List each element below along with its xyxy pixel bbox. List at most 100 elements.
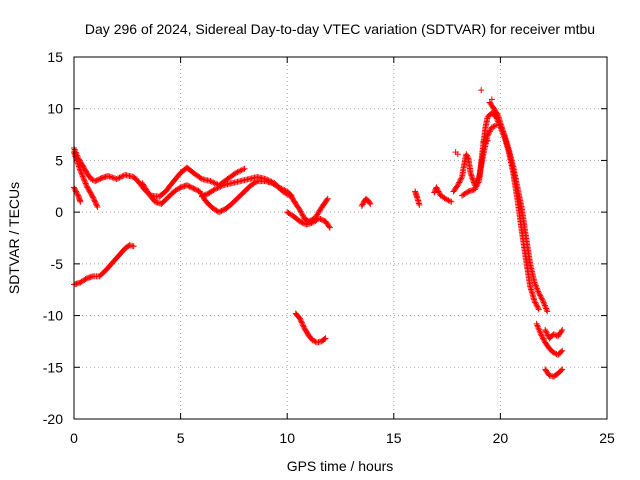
data-point: [189, 184, 196, 191]
data-point: [540, 336, 547, 343]
data-point: [200, 193, 207, 200]
data-point: [187, 184, 194, 191]
x-tick-label: 25: [599, 430, 615, 446]
data-point: [485, 131, 492, 138]
data-point: [541, 301, 548, 308]
data-point: [311, 338, 318, 345]
data-point: [82, 179, 89, 186]
data-point: [80, 174, 87, 181]
data-point: [490, 123, 497, 130]
data-point: [535, 306, 542, 313]
data-point: [366, 199, 373, 206]
data-point: [474, 180, 481, 187]
data-point: [89, 176, 96, 183]
data-point: [267, 178, 274, 185]
data-point: [240, 166, 247, 173]
chart-title: Day 296 of 2024, Sidereal Day-to-day VTE…: [85, 21, 595, 37]
data-point: [241, 165, 248, 172]
data-point: [190, 185, 197, 192]
data-point: [321, 336, 328, 343]
data-point: [533, 283, 540, 290]
data-point: [84, 184, 91, 191]
data-point: [298, 319, 305, 326]
data-point: [83, 183, 90, 190]
x-tick-label: 15: [386, 430, 402, 446]
data-point: [217, 183, 224, 190]
data-point: [534, 303, 541, 310]
data-point: [473, 182, 480, 189]
data-point: [77, 167, 84, 174]
data-point: [358, 202, 365, 209]
data-point: [88, 192, 95, 199]
data-point: [559, 366, 566, 373]
data-point: [296, 218, 303, 225]
data-point: [77, 198, 84, 205]
data-point: [444, 196, 451, 203]
data-point: [300, 323, 307, 330]
data-point: [463, 151, 470, 158]
data-point: [473, 183, 480, 190]
data-point: [457, 176, 464, 183]
data-point: [86, 188, 93, 195]
data-point: [320, 217, 327, 224]
data-point: [218, 182, 225, 189]
data-point: [536, 291, 543, 298]
data-point: [299, 212, 306, 219]
data-point: [91, 197, 98, 204]
x-tick-label: 20: [493, 430, 509, 446]
data-point: [532, 299, 539, 306]
data-point: [264, 176, 271, 183]
data-point: [534, 323, 541, 330]
data-point: [455, 180, 462, 187]
data-point: [463, 152, 470, 159]
data-point: [71, 185, 78, 192]
data-point: [544, 331, 551, 338]
data-point: [435, 188, 442, 195]
data-point: [117, 173, 124, 180]
data-point: [434, 185, 441, 192]
data-point: [433, 184, 440, 191]
data-point: [543, 329, 550, 336]
data-point: [471, 186, 478, 193]
x-tick-label: 10: [279, 430, 295, 446]
data-point: [79, 173, 86, 180]
data-point: [113, 176, 120, 183]
data-point: [217, 208, 224, 215]
data-point: [558, 367, 565, 374]
data-point: [299, 320, 306, 327]
data-point: [265, 177, 272, 184]
data-point: [85, 187, 92, 194]
data-point: [300, 322, 307, 329]
y-tick-label: 5: [55, 152, 63, 168]
data-point: [78, 170, 85, 177]
data-point: [197, 175, 204, 182]
data-point: [454, 182, 461, 189]
data-point: [210, 179, 217, 186]
data-point: [541, 302, 548, 309]
data-point: [268, 178, 275, 185]
data-point: [237, 167, 244, 174]
data-point: [533, 320, 540, 327]
data-point: [208, 178, 215, 185]
data-point: [300, 220, 307, 227]
data-point: [543, 305, 550, 312]
data-point: [88, 176, 95, 183]
data-point: [73, 189, 80, 196]
data-point: [494, 111, 501, 118]
data-point: [317, 215, 324, 222]
data-point: [537, 293, 544, 300]
data-point: [298, 219, 305, 226]
data-point: [416, 201, 423, 208]
data-point: [192, 186, 199, 193]
data-point: [299, 211, 306, 218]
data-point: [550, 331, 557, 338]
data-point: [322, 335, 329, 342]
data-point: [309, 337, 316, 344]
data-point: [316, 215, 323, 222]
y-tick-label: 15: [47, 49, 63, 65]
data-point: [558, 328, 565, 335]
plot-frame: [73, 56, 608, 420]
data-point: [534, 322, 541, 329]
data-point: [183, 182, 190, 189]
data-point: [542, 328, 549, 335]
